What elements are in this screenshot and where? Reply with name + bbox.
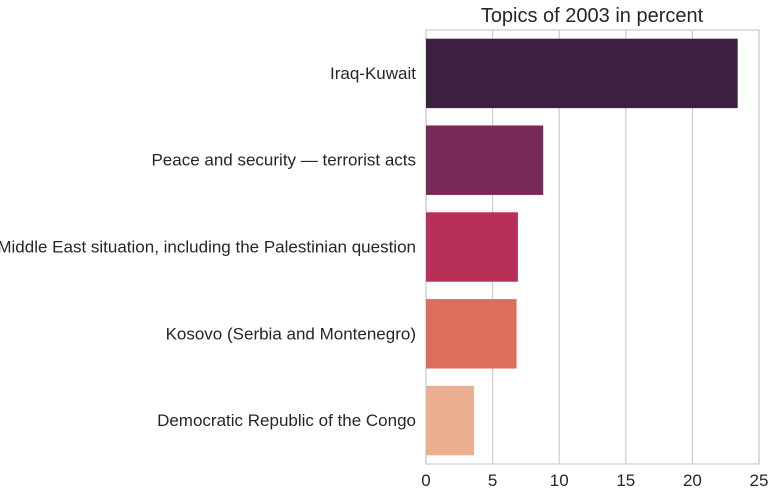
x-tick-label-5: 25	[750, 471, 769, 490]
bar-4	[426, 299, 517, 369]
bar-3	[426, 212, 518, 282]
bar-layer	[426, 38, 738, 456]
category-label-1: Iraq-Kuwait	[330, 64, 416, 83]
x-tick-label-3: 15	[616, 471, 635, 490]
x-tick-label-0: 0	[421, 471, 430, 490]
category-label-5: Democratic Republic of the Congo	[157, 411, 416, 430]
bar-1	[426, 38, 738, 109]
tick-label-layer: 0 5 10 15 20 25	[421, 471, 768, 490]
category-label-4: Kosovo (Serbia and Montenegro)	[166, 324, 416, 343]
category-label-2: Peace and security — terrorist acts	[151, 151, 416, 170]
x-tick-label-2: 10	[550, 471, 569, 490]
x-tick-label-1: 5	[488, 471, 497, 490]
bar-2	[426, 125, 544, 195]
category-label-layer: Iraq-Kuwait Peace and security — terroris…	[0, 64, 416, 430]
bar-5	[426, 385, 474, 456]
chart-title: Topics of 2003 in percent	[481, 5, 704, 27]
category-label-3: Middle East situation, including the Pal…	[0, 238, 416, 257]
x-tick-label-4: 20	[683, 471, 702, 490]
